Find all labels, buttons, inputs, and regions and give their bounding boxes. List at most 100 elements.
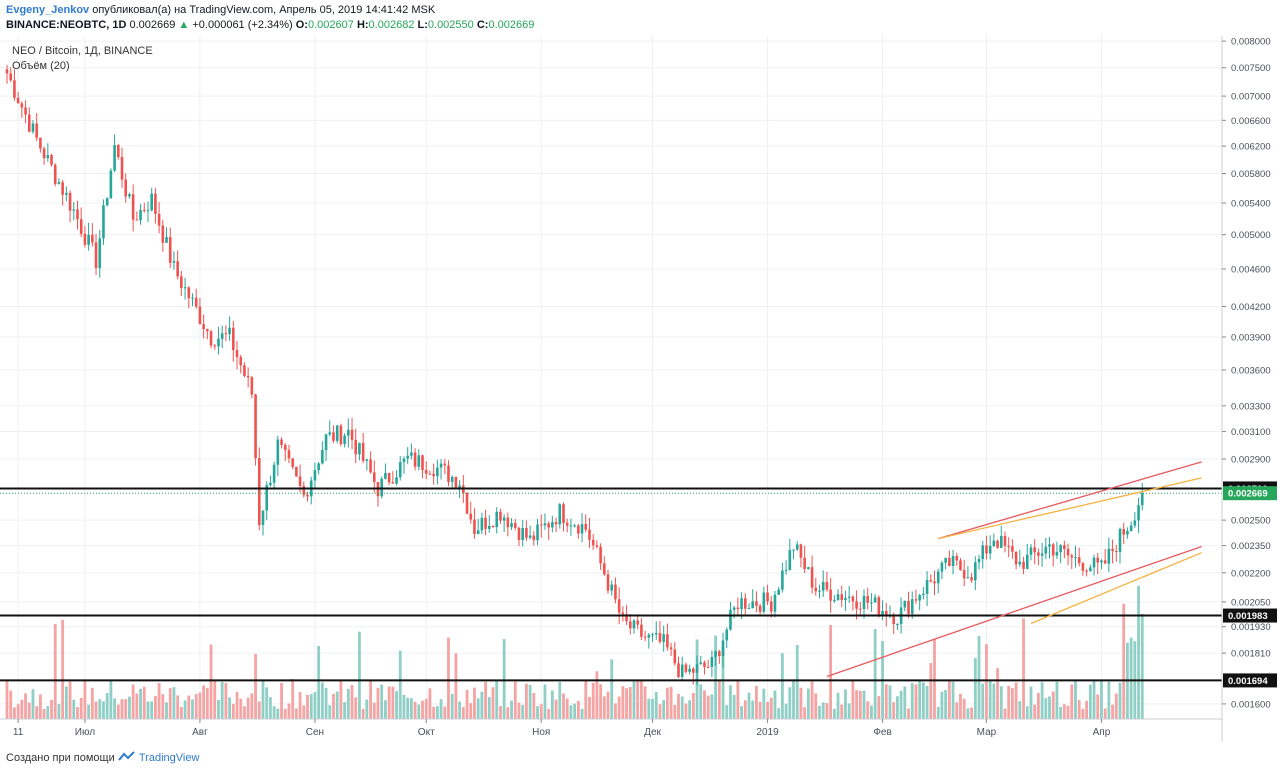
candle-body: [1118, 529, 1122, 552]
volume-bar: [20, 699, 24, 719]
candle-body: [643, 636, 647, 638]
candle-body: [821, 581, 825, 591]
price-tick-label: 0.004600: [1231, 265, 1271, 276]
candle-body: [584, 524, 588, 530]
close-label: C:: [476, 19, 489, 31]
candle-body: [321, 450, 324, 464]
candle-body: [424, 469, 428, 474]
volume-bar: [220, 681, 224, 719]
candle-body: [83, 233, 87, 245]
candle-body: [1055, 552, 1059, 556]
volume-bar: [1096, 694, 1100, 719]
volume-bar: [191, 699, 194, 719]
last-price-badge: [1223, 486, 1277, 501]
candle-body: [1025, 554, 1029, 569]
volume-bar: [473, 687, 476, 719]
candle-body: [246, 375, 250, 378]
candle-body: [1107, 548, 1111, 564]
volume-bar: [947, 680, 951, 719]
volume-bar: [899, 690, 903, 719]
volume-bar: [31, 689, 35, 719]
candle-body: [1018, 561, 1022, 565]
volume-bar: [769, 697, 773, 719]
candle-body: [198, 306, 202, 325]
volume-bar: [669, 686, 673, 719]
candle-body: [884, 610, 888, 617]
tradingview-brand-link[interactable]: TradingView: [138, 752, 200, 764]
volume-bar: [580, 708, 584, 719]
candle-body: [213, 345, 217, 347]
candle-body: [818, 590, 821, 592]
candle-body: [758, 605, 762, 612]
candle-body: [469, 513, 473, 520]
volume-bar: [985, 644, 988, 719]
volume-bar: [840, 704, 844, 719]
volume-bar: [287, 703, 291, 719]
price-tick-label: 0.007000: [1231, 92, 1271, 103]
candle-body: [191, 297, 194, 299]
candle-body: [332, 432, 335, 441]
candle-body: [324, 434, 328, 451]
candle-body: [755, 601, 758, 606]
volume-bar: [1074, 680, 1077, 719]
volume-bar: [428, 688, 432, 719]
candle-body: [914, 599, 918, 601]
candle-body: [829, 589, 832, 601]
volume-bar: [332, 693, 335, 719]
candle-body: [692, 668, 695, 673]
volume-bar: [64, 686, 68, 719]
candle-body: [591, 539, 595, 546]
candle-body: [484, 517, 487, 529]
candle-body: [439, 463, 443, 468]
candle-body: [265, 485, 268, 511]
candle-body: [959, 560, 962, 570]
candle-body: [168, 237, 172, 263]
candle-body: [369, 459, 372, 473]
volume-bar: [1033, 704, 1037, 719]
volume-bar: [562, 693, 565, 719]
candle-body: [528, 535, 532, 538]
candle-body: [269, 482, 272, 486]
candle-body: [317, 463, 320, 471]
candle-body: [194, 297, 198, 307]
candle-body: [27, 114, 31, 132]
volume-bar: [350, 685, 354, 719]
volume-bar: [513, 681, 517, 719]
volume-bar: [640, 681, 643, 719]
volume-bar: [87, 704, 91, 719]
volume-bar: [714, 635, 718, 719]
author-link[interactable]: Evgeny_Jenkov: [6, 4, 90, 16]
open-value: 0.002607: [307, 19, 354, 31]
volume-bar: [847, 703, 851, 719]
candle-body: [940, 562, 944, 572]
volume-bar: [495, 679, 499, 719]
volume-bar: [806, 688, 810, 719]
trendline: [938, 461, 1202, 540]
candle-body: [588, 529, 591, 540]
candle-body: [488, 526, 491, 529]
candle-body: [372, 472, 376, 482]
candle-body: [31, 123, 35, 132]
candle-body: [131, 194, 135, 220]
volume-bar: [276, 708, 280, 719]
candle-body: [985, 545, 988, 554]
candle-body: [387, 473, 391, 483]
candle-body: [154, 193, 157, 214]
candle-body: [662, 634, 665, 642]
candle-body: [936, 571, 940, 584]
candle-body: [432, 473, 435, 477]
volume-bar: [914, 684, 918, 719]
volume-bar: [699, 684, 703, 719]
candle-body: [135, 219, 139, 221]
volume-bar: [198, 692, 202, 719]
candle-body: [777, 589, 780, 595]
volume-bar: [573, 703, 577, 719]
price-chart[interactable]: 0.008000 0.007500 0.007000 0.006600 0.006200…: [0, 36, 1280, 741]
candle-body: [847, 596, 851, 598]
publish-text: опубликовал(а) на TradingView.com, Апрел…: [92, 4, 436, 16]
candle-body: [1089, 567, 1092, 572]
candle-body: [651, 634, 654, 636]
volume-bar: [432, 706, 436, 719]
volume-bar: [387, 686, 391, 719]
candle-body: [562, 504, 565, 524]
